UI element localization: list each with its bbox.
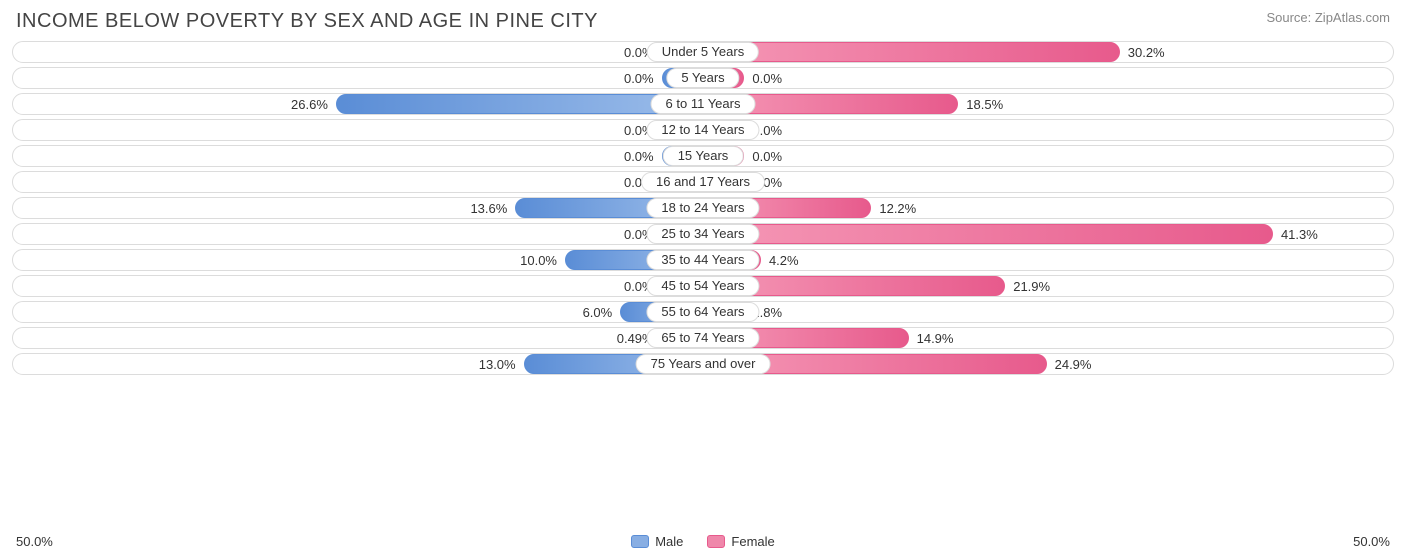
female-bar [703, 224, 1273, 244]
category-label: 35 to 44 Years [646, 250, 759, 270]
female-half: 12.2% [703, 198, 1393, 218]
female-half: 21.9% [703, 276, 1393, 296]
bar-row: 13.6% 12.2% 18 to 24 Years [12, 197, 1394, 219]
male-half: 0.0% [13, 172, 703, 192]
legend-male: Male [631, 534, 683, 549]
female-half: 30.2% [703, 42, 1393, 62]
female-half: 0.0% [703, 172, 1393, 192]
female-half: 0.0% [703, 146, 1393, 166]
female-half: 24.9% [703, 354, 1393, 374]
bar-row: 0.0% 41.3% 25 to 34 Years [12, 223, 1394, 245]
female-half: 14.9% [703, 328, 1393, 348]
male-half: 0.0% [13, 224, 703, 244]
bar-row: 13.0% 24.9% 75 Years and over [12, 353, 1394, 375]
female-value: 4.2% [769, 253, 799, 268]
bar-row: 0.0% 30.2% Under 5 Years [12, 41, 1394, 63]
bar-row: 0.0% 21.9% 45 to 54 Years [12, 275, 1394, 297]
category-label: 45 to 54 Years [646, 276, 759, 296]
bar-row: 0.0% 0.0% 15 Years [12, 145, 1394, 167]
bar-row: 0.0% 0.0% 5 Years [12, 67, 1394, 89]
bar-row: 0.0%0.0%12 to 14 Years [12, 119, 1394, 141]
diverging-bar-chart: 0.0%30.2%Under 5 Years0.0%0.0%5 Years26.… [0, 39, 1406, 528]
male-half: 0.0% [13, 68, 703, 88]
male-half: 6.0% [13, 302, 703, 322]
bar-row: 0.49% 14.9% 65 to 74 Years [12, 327, 1394, 349]
male-half: 0.0% [13, 276, 703, 296]
female-bar [703, 42, 1120, 62]
male-value: 0.0% [624, 149, 654, 164]
female-value: 14.9% [917, 331, 954, 346]
male-value: 26.6% [291, 97, 328, 112]
legend-female: Female [707, 534, 774, 549]
female-half: 0.0% [703, 68, 1393, 88]
female-value: 0.0% [752, 149, 782, 164]
category-label: 18 to 24 Years [646, 198, 759, 218]
category-label: 25 to 34 Years [646, 224, 759, 244]
male-half: 0.49% [13, 328, 703, 348]
bar-row: 0.0%0.0%16 and 17 Years [12, 171, 1394, 193]
category-label: Under 5 Years [647, 42, 759, 62]
category-label: 55 to 64 Years [646, 302, 759, 322]
male-bar [336, 94, 703, 114]
female-value: 0.0% [752, 71, 782, 86]
female-half: 0.0% [703, 120, 1393, 140]
female-half: 18.5% [703, 94, 1393, 114]
legend-male-label: Male [655, 534, 683, 549]
female-half: 41.3% [703, 224, 1393, 244]
male-value: 10.0% [520, 253, 557, 268]
category-label: 65 to 74 Years [646, 328, 759, 348]
female-half: 4.2% [703, 250, 1393, 270]
female-value: 41.3% [1281, 227, 1318, 242]
chart-header: INCOME BELOW POVERTY BY SEX AND AGE IN P… [0, 0, 1406, 39]
category-label: 12 to 14 Years [646, 120, 759, 140]
female-value: 30.2% [1128, 45, 1165, 60]
axis-right-max: 50.0% [1353, 534, 1390, 549]
legend-female-label: Female [731, 534, 774, 549]
bar-row: 10.0% 4.2% 35 to 44 Years [12, 249, 1394, 271]
category-label: 5 Years [666, 68, 739, 88]
legend: Male Female [631, 534, 775, 549]
male-half: 13.0% [13, 354, 703, 374]
chart-source: Source: ZipAtlas.com [1266, 10, 1390, 25]
male-half: 0.0% [13, 146, 703, 166]
chart-footer: 50.0% Male Female 50.0% [0, 528, 1406, 559]
category-label: 75 Years and over [636, 354, 771, 374]
bar-row: 6.0% 2.8%55 to 64 Years [12, 301, 1394, 323]
male-half: 13.6% [13, 198, 703, 218]
bar-row: 26.6% 18.5% 6 to 11 Years [12, 93, 1394, 115]
chart-title: INCOME BELOW POVERTY BY SEX AND AGE IN P… [16, 10, 598, 33]
female-value: 18.5% [966, 97, 1003, 112]
male-half: 0.0% [13, 120, 703, 140]
swatch-female [707, 535, 725, 548]
male-value: 0.0% [624, 71, 654, 86]
female-half: 2.8% [703, 302, 1393, 322]
male-half: 26.6% [13, 94, 703, 114]
male-value: 13.0% [479, 357, 516, 372]
category-label: 15 Years [663, 146, 744, 166]
category-label: 16 and 17 Years [641, 172, 765, 192]
male-value: 13.6% [470, 201, 507, 216]
swatch-male [631, 535, 649, 548]
male-value: 6.0% [583, 305, 613, 320]
category-label: 6 to 11 Years [651, 94, 756, 114]
female-value: 24.9% [1055, 357, 1092, 372]
axis-left-max: 50.0% [16, 534, 53, 549]
female-value: 21.9% [1013, 279, 1050, 294]
female-value: 12.2% [879, 201, 916, 216]
male-half: 10.0% [13, 250, 703, 270]
male-half: 0.0% [13, 42, 703, 62]
